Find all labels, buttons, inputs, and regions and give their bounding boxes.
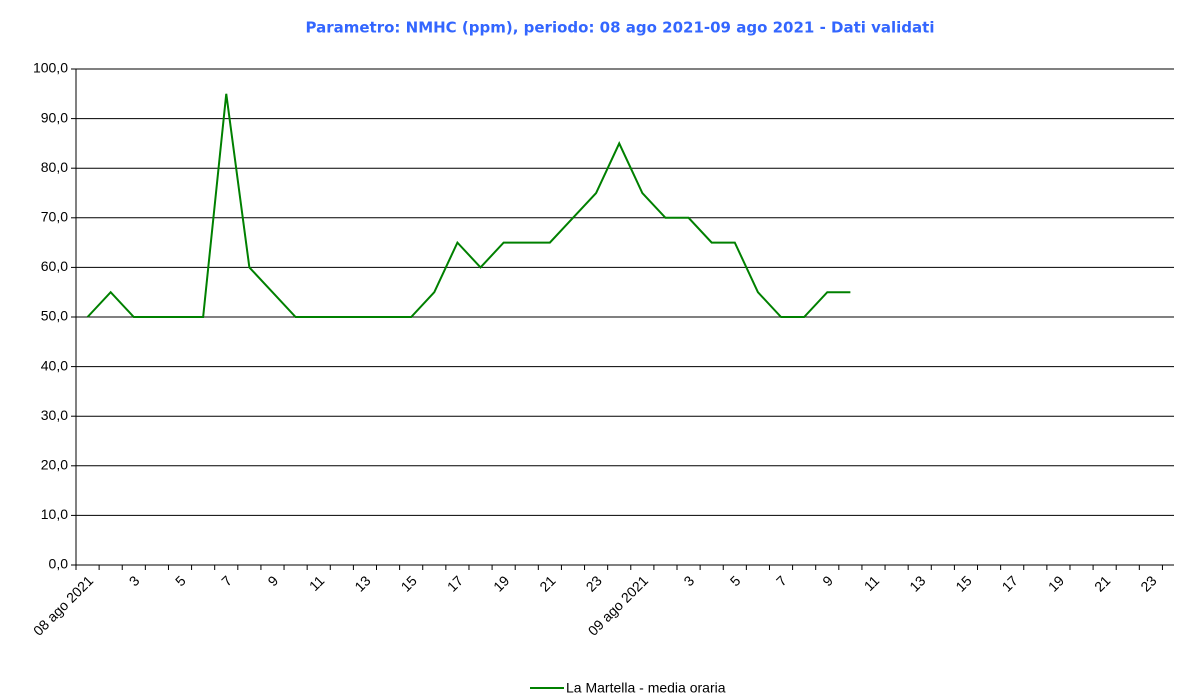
x-tick-label: 19: [490, 572, 512, 594]
y-tick-label: 60,0: [41, 258, 68, 274]
y-tick-label: 50,0: [41, 308, 68, 324]
legend-label: La Martella - media oraria: [566, 680, 726, 696]
chart-title: Parametro: NMHC (ppm), periodo: 08 ago 2…: [306, 19, 935, 37]
x-tick-label: 9: [264, 572, 281, 589]
x-tick-label: 13: [906, 572, 928, 594]
y-tick-label: 40,0: [41, 357, 68, 373]
y-tick-label: 70,0: [41, 209, 68, 225]
x-tick-label: 13: [351, 572, 373, 594]
x-tick-label: 17: [999, 572, 1021, 594]
y-tick-label: 100,0: [33, 60, 68, 76]
y-tick-label: 10,0: [41, 506, 68, 522]
x-tick-label: 7: [773, 572, 790, 589]
x-tick-label: 21: [536, 572, 558, 594]
y-tick-label: 20,0: [41, 457, 68, 473]
x-tick-label: 23: [583, 572, 605, 594]
x-tick-label: 5: [727, 572, 744, 589]
x-tick-label: 3: [680, 572, 697, 589]
x-tick-label: 15: [398, 572, 420, 594]
x-tick-label: 08 ago 2021: [30, 572, 97, 639]
x-tick-label: 7: [218, 572, 235, 589]
x-tick-label: 17: [444, 572, 466, 594]
x-tick-label: 19: [1045, 572, 1067, 594]
y-tick-label: 0,0: [49, 556, 69, 572]
x-tick-label: 9: [819, 572, 836, 589]
y-tick-label: 90,0: [41, 109, 68, 125]
x-tick-label: 21: [1091, 572, 1113, 594]
x-tick-label: 11: [306, 572, 328, 594]
x-tick-label: 15: [952, 572, 974, 594]
y-tick-label: 30,0: [41, 407, 68, 423]
x-tick-label: 23: [1137, 572, 1159, 594]
x-tick-label: 5: [172, 572, 189, 589]
y-tick-label: 80,0: [41, 159, 68, 175]
x-tick-label: 11: [861, 572, 883, 594]
series-line: [86, 93, 851, 318]
x-tick-label: 3: [126, 572, 143, 589]
